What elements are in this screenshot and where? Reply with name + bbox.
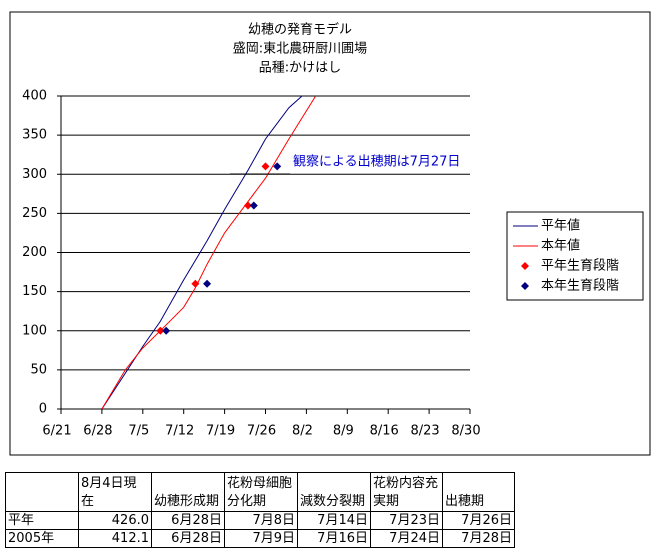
y-tick-label: 400 — [22, 89, 47, 104]
header-cell: 8月4日現在 — [78, 472, 152, 512]
series-line — [101, 96, 303, 409]
header-cell: 減数分裂期 — [297, 472, 371, 512]
x-tick-label: 6/21 — [42, 424, 71, 439]
point — [156, 326, 165, 335]
table-cell: 412.1 — [78, 529, 152, 548]
legend-swatch — [521, 262, 529, 270]
point — [203, 279, 212, 288]
legend-swatch — [521, 282, 529, 290]
table-header: 8月4日現在 幼穂形成期 花粉母細胞分化期 減数分裂期 花粉内容充実期 出穂期 — [5, 472, 515, 512]
x-tick-label: 8/9 — [333, 424, 354, 439]
y-tick-label: 100 — [22, 323, 47, 338]
x-tick-label: 7/26 — [247, 424, 276, 439]
series-line — [101, 96, 317, 409]
table-row: 平年 426.0 6月28日 7月8日 7月14日 7月23日 7月26日 — [5, 511, 515, 530]
y-tick-label: 300 — [22, 167, 47, 182]
legend-label: 平年生育段階 — [541, 258, 619, 274]
table-row: 2005年 412.1 6月28日 7月9日 7月16日 7月24日 7月28日 — [5, 529, 515, 548]
y-tick-label: 200 — [22, 245, 47, 260]
x-tick-label: 7/5 — [128, 424, 149, 439]
header-cell: 花粉内容充実期 — [370, 472, 443, 512]
point — [243, 201, 252, 210]
table-cell: 6月28日 — [151, 511, 225, 530]
table-cell: 2005年 — [5, 529, 79, 548]
x-tick-label: 6/28 — [83, 424, 112, 439]
header-cell — [5, 472, 79, 512]
point — [162, 326, 171, 335]
legend-label: 本年生育段階 — [541, 278, 619, 294]
table-cell: 7月23日 — [370, 511, 443, 530]
table-cell: 7月9日 — [224, 529, 298, 548]
chart-title: 幼穂の発育モデル — [248, 22, 352, 38]
table-cell: 平年 — [5, 511, 79, 530]
chart: 幼穂の発育モデル 盛岡:東北農研厨川圃場 品種:かけはし 0 50 100 150 20… — [9, 11, 651, 456]
stage-table: 8月4日現在 幼穂形成期 花粉母細胞分化期 減数分裂期 花粉内容充実期 出穂期 … — [5, 472, 515, 548]
y-tick-label: 0 — [39, 402, 47, 417]
legend-label: 本年値 — [541, 238, 580, 254]
chart-title: 盛岡:東北農研厨川圃場 — [233, 41, 367, 57]
table-cell: 7月28日 — [442, 529, 515, 548]
table-cell: 7月16日 — [297, 529, 371, 548]
table-cell: 7月14日 — [297, 511, 371, 530]
table-cell: 6月28日 — [151, 529, 225, 548]
table-cell: 7月8日 — [224, 511, 298, 530]
annotation: 観察による出穂期は7月27日 — [293, 155, 460, 170]
header-cell: 幼穂形成期 — [151, 472, 225, 512]
x-tick-label: 8/2 — [292, 424, 313, 439]
header-cell: 出穂期 — [442, 472, 515, 512]
x-tick-label: 7/12 — [165, 424, 194, 439]
point — [273, 162, 282, 171]
x-tick-label: 7/19 — [206, 424, 235, 439]
x-tick-label: 8/23 — [410, 424, 439, 439]
y-tick-label: 250 — [22, 206, 47, 221]
table-cell: 426.0 — [78, 511, 152, 530]
y-tick-label: 50 — [30, 362, 47, 377]
point — [249, 201, 258, 210]
y-tick-label: 150 — [22, 284, 47, 299]
point — [191, 279, 200, 288]
legend-frame — [506, 211, 644, 301]
table-cell: 7月24日 — [370, 529, 443, 548]
chart-title: 品種:かけはし — [259, 60, 341, 76]
x-tick-label: 8/30 — [451, 424, 480, 439]
legend-label: 平年値 — [541, 218, 580, 234]
table-cell: 7月26日 — [442, 511, 515, 530]
x-tick-label: 8/16 — [370, 424, 399, 439]
point — [261, 162, 270, 171]
header-cell: 花粉母細胞分化期 — [224, 472, 298, 512]
y-tick-label: 350 — [22, 128, 47, 143]
